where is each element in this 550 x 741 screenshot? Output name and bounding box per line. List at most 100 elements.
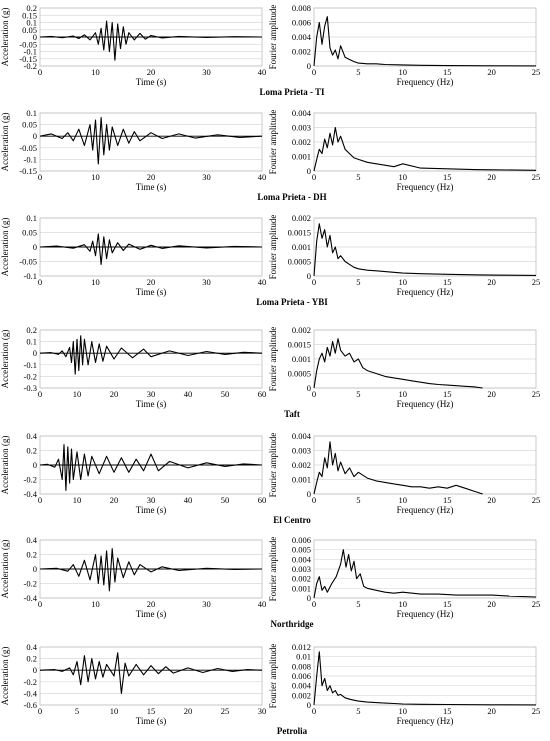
acc-ylabel: Acceleration (g) [0, 540, 10, 599]
fourier-ytick-label: 0.002 [292, 47, 311, 57]
acc-xtick-label: 10 [73, 495, 82, 505]
acc-ytick-label: -0.1 [24, 154, 37, 164]
fourier-ytick-label: 0 [307, 166, 311, 176]
acc-xtick-label: 30 [202, 67, 211, 77]
acc-xtick-label: 0 [38, 277, 42, 287]
fourier-ytick-label: 0.003 [292, 564, 311, 574]
acc-ytick-label: 0.05 [22, 120, 37, 130]
acc-ytick-label: 0.1 [26, 213, 37, 223]
acc-ylabel: Acceleration (g) [0, 436, 10, 495]
fourier-ytick-label: 0.002 [292, 690, 311, 700]
acc-series-line [39, 20, 263, 61]
acc-ytick-label: 0 [33, 564, 37, 574]
acc-xlabel: Time (s) [136, 609, 166, 619]
fourier-ylabel: Fourier amplitude [268, 644, 278, 709]
fourier-xtick-label: 20 [487, 599, 496, 609]
acc-xtick-label: 40 [258, 599, 267, 609]
acc-xtick-label: 10 [91, 172, 100, 182]
acc-xtick-label: 20 [147, 599, 156, 609]
acc-ylabel: Acceleration (g) [0, 330, 10, 389]
fourier-plot-frame [313, 539, 537, 599]
acc-xtick-label: 15 [147, 706, 156, 716]
acc-ytick-label: -0.4 [24, 688, 38, 698]
record-row: 0.20.150.10.050-0.05-0.1-0.15-0.20 10 20 30… [0, 3, 540, 97]
fourier-xtick-label: 0 [312, 495, 316, 505]
fourier-xtick-label: 0 [312, 706, 316, 716]
acc-xtick-label: 60 [258, 495, 267, 505]
acc-xlabel: Time (s) [136, 287, 166, 297]
acc-xtick-label: 10 [110, 706, 119, 716]
acc-xtick-label: 20 [110, 495, 119, 505]
fourier-ytick-label: 0.004 [292, 554, 312, 564]
fourier-ylabel: Fourier amplitude [268, 327, 278, 392]
fourier-series-line [313, 651, 537, 706]
fourier-xtick-label: 10 [399, 389, 408, 399]
fourier-ytick-label: 0.004 [292, 108, 312, 118]
acc-xtick-label: 0 [38, 67, 42, 77]
acc-ytick-label: 0.4 [26, 535, 37, 545]
fourier-plot-frame [313, 217, 537, 277]
fourier-xtick-label: 10 [399, 495, 408, 505]
fourier-ytick-label: 0 [307, 383, 311, 393]
acc-xtick-label: 0 [38, 706, 42, 716]
acc-xtick-label: 0 [38, 495, 42, 505]
acc-xtick-label: 40 [184, 389, 193, 399]
fourier-ytick-label: 0 [307, 489, 311, 499]
fourier-xlabel: Frequency (Hz) [397, 399, 454, 409]
acc-xtick-label: 30 [258, 706, 267, 716]
acc-ytick-label: 0.05 [22, 228, 37, 238]
record-name-label: Loma Prieta - TI [259, 87, 325, 97]
acc-ytick-label: 0.2 [26, 446, 37, 456]
fourier-ytick-label: 0.008 [292, 661, 311, 671]
fourier-ytick-label: 0.002 [292, 213, 311, 223]
fourier-ytick-label: 0.012 [292, 642, 311, 652]
fourier-xtick-label: 5 [356, 599, 360, 609]
fourier-ylabel: Fourier amplitude [268, 110, 278, 175]
fourier-ytick-label: 0.002 [292, 137, 311, 147]
acc-xtick-label: 60 [258, 389, 267, 399]
fourier-xlabel: Frequency (Hz) [397, 609, 454, 619]
acc-ytick-label: 0.1 [26, 108, 37, 118]
acc-xtick-label: 20 [110, 389, 119, 399]
fourier-ytick-label: 0 [307, 61, 311, 71]
acc-xtick-label: 30 [147, 389, 156, 399]
acc-ytick-label: -0.15 [19, 166, 37, 176]
acc-ytick-label: 0.4 [26, 431, 37, 441]
fourier-plot-frame [313, 112, 537, 172]
acc-xtick-label: 10 [91, 599, 100, 609]
fourier-xtick-label: 15 [443, 495, 452, 505]
fourier-plot-frame [313, 329, 537, 389]
acc-series-line [39, 117, 263, 165]
fourier-series-line [313, 126, 537, 172]
acc-ytick-label: -0.2 [24, 677, 37, 687]
acc-xtick-label: 10 [91, 67, 100, 77]
acc-series-line [39, 233, 263, 265]
acc-ytick-label: 0 [33, 665, 37, 675]
acc-ytick-label: 0.1 [26, 337, 37, 347]
fourier-ytick-label: 0.0015 [288, 340, 311, 350]
acc-ytick-label: 0.2 [26, 325, 37, 335]
acc-xtick-label: 0 [38, 599, 42, 609]
acc-ytick-label: -0.05 [19, 257, 37, 267]
acc-series-line [39, 548, 263, 592]
fourier-xtick-label: 5 [356, 706, 360, 716]
fourier-xtick-label: 5 [356, 172, 360, 182]
fourier-plot-frame [313, 7, 537, 67]
fourier-series-line [313, 16, 537, 67]
acc-xtick-label: 20 [147, 172, 156, 182]
fourier-ytick-label: 0.001 [292, 583, 311, 593]
acc-ylabel: Acceleration (g) [0, 8, 10, 67]
fourier-ytick-label: 0.001 [292, 152, 311, 162]
fourier-xtick-label: 0 [312, 172, 316, 182]
acc-series-line [39, 444, 263, 491]
record-name-label: Petrolia [277, 726, 308, 736]
fourier-xtick-label: 10 [399, 599, 408, 609]
fourier-xtick-label: 20 [487, 495, 496, 505]
acc-xtick-label: 40 [258, 172, 267, 182]
fourier-ytick-label: 0.001 [292, 354, 311, 364]
fourier-ylabel: Fourier amplitude [268, 537, 278, 602]
